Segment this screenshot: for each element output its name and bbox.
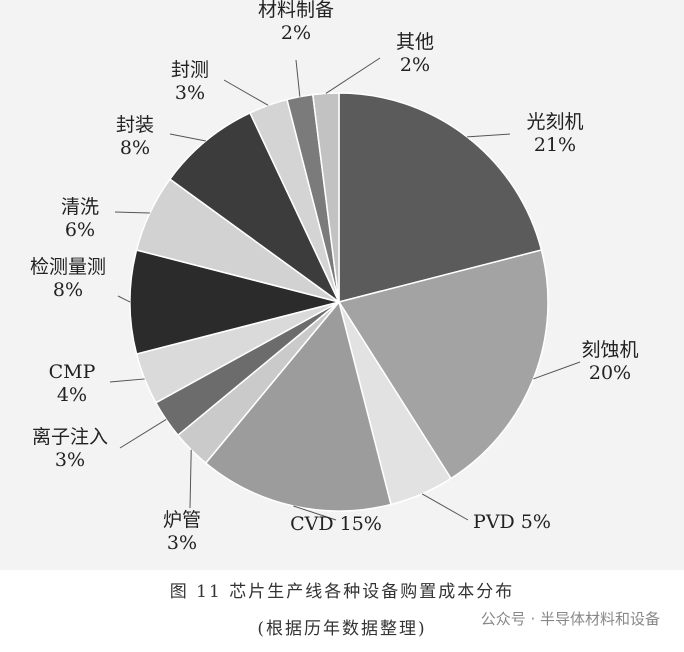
caption: 图 11 芯片生产线各种设备购置成本分布 (170, 582, 514, 602)
value-label: 21% (534, 134, 576, 156)
value-label: 8% (120, 137, 150, 159)
slice-label: PVD 5% (473, 511, 551, 533)
value-label: 6% (65, 219, 95, 241)
category-label: 封装 (116, 114, 154, 136)
leader-line (295, 59, 301, 97)
pie-slice (168, 111, 340, 303)
value-label: 5% (521, 511, 551, 533)
value-label: 3% (175, 82, 205, 104)
category-label: 离子注入 (32, 426, 108, 448)
category-label: 检测量测 (30, 256, 106, 278)
subcaption: (根据历年数据整理) (257, 619, 426, 639)
category-label: 炉管 (163, 509, 201, 531)
leader-line (421, 493, 469, 521)
value-label: 8% (53, 279, 83, 301)
category-label: 封测 (171, 59, 209, 81)
pie-slice (338, 92, 543, 303)
category-label: 清洗 (61, 196, 99, 218)
value-label: 2% (281, 22, 311, 44)
category-label: 其他 (396, 31, 434, 53)
leader-line (119, 419, 167, 449)
slice-label: CVD 15% (290, 513, 382, 535)
pie-slice (129, 249, 340, 355)
leader-line (109, 378, 145, 383)
leader-line (293, 505, 337, 521)
category-label: 材料制备 (258, 0, 334, 21)
value-label: 3% (167, 532, 197, 554)
leader-line (114, 211, 150, 214)
category-label: CMP (49, 361, 96, 383)
category-label: 刻蚀机 (581, 339, 638, 361)
leader-line (169, 133, 206, 142)
leader-line (117, 295, 131, 303)
pie-slice (311, 92, 340, 303)
category-label: CVD (290, 513, 334, 535)
value-label: 20% (589, 362, 631, 384)
value-label: 4% (57, 384, 87, 406)
watermark: 公众号 · 半导体材料和设备 (481, 610, 660, 628)
value-label: 2% (400, 54, 430, 76)
leader-line (223, 79, 269, 106)
pie-slice (204, 300, 392, 512)
category-label: PVD (473, 511, 515, 533)
value-label: 15% (340, 513, 382, 535)
leader-line (325, 57, 381, 94)
category-label: 光刻机 (526, 111, 583, 133)
leader-line (533, 361, 581, 380)
leader-line (189, 449, 192, 509)
value-label: 3% (55, 449, 85, 471)
leader-line (467, 133, 511, 138)
